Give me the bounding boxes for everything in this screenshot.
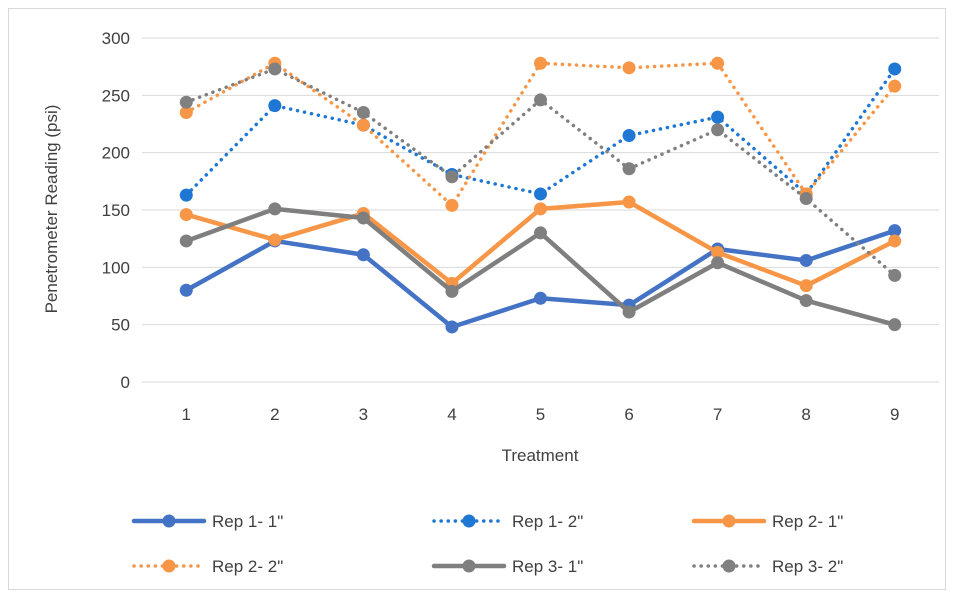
data-point bbox=[534, 291, 547, 305]
data-point bbox=[179, 95, 193, 109]
data-point bbox=[268, 62, 282, 76]
legend-label: Rep 1- 2" bbox=[512, 512, 583, 531]
data-point bbox=[799, 192, 813, 206]
data-point bbox=[534, 93, 547, 107]
data-point bbox=[268, 99, 282, 113]
legend-item: Rep 3- 2" bbox=[692, 557, 843, 576]
data-point bbox=[711, 123, 725, 137]
legend-item: Rep 1- 2" bbox=[432, 512, 583, 531]
x-tick-label: 1 bbox=[182, 405, 191, 424]
data-point bbox=[799, 279, 813, 293]
legend-label: Rep 2- 1" bbox=[772, 512, 843, 531]
data-point bbox=[888, 224, 902, 238]
line-chart: 0 50 100 150 200 250 300 1 2 3 4 5 6 7 8 9 Penetromete… bbox=[42, 29, 939, 576]
series-rep-3-1 bbox=[179, 202, 902, 332]
y-tick-label: 250 bbox=[102, 86, 130, 105]
data-point bbox=[356, 118, 370, 132]
legend-marker bbox=[462, 559, 476, 573]
series-rep-3-2 bbox=[179, 62, 902, 282]
data-point bbox=[888, 79, 902, 93]
x-axis-label: Treatment bbox=[502, 446, 579, 465]
x-tick-label: 8 bbox=[801, 405, 810, 424]
y-tick-label: 300 bbox=[102, 29, 130, 48]
legend-item: Rep 2- 2" bbox=[132, 557, 283, 576]
x-tick-label: 5 bbox=[536, 405, 545, 424]
data-point bbox=[356, 248, 370, 262]
x-tick-label: 3 bbox=[359, 405, 368, 424]
data-point bbox=[445, 198, 459, 212]
data-point bbox=[888, 318, 902, 332]
data-point bbox=[179, 208, 193, 222]
legend-label: Rep 1- 1" bbox=[212, 512, 283, 531]
chart-frame: 0 50 100 150 200 250 300 1 2 3 4 5 6 7 8 9 Penetromete… bbox=[8, 8, 946, 590]
data-point bbox=[268, 202, 282, 216]
data-point bbox=[179, 106, 193, 120]
legend-label: Rep 3- 1" bbox=[512, 557, 583, 576]
data-point bbox=[622, 195, 636, 209]
legend: Rep 1- 1" Rep 1- 2" Rep 2- 1" Rep 2- 2" Rep … bbox=[131, 512, 843, 576]
x-tick-label: 9 bbox=[890, 405, 899, 424]
data-point bbox=[445, 284, 459, 298]
data-point bbox=[534, 202, 547, 216]
data-point bbox=[534, 187, 547, 201]
data-point bbox=[179, 188, 193, 202]
series-line bbox=[184, 67, 897, 197]
data-point bbox=[711, 56, 725, 70]
legend-marker bbox=[462, 514, 476, 528]
data-point bbox=[711, 256, 725, 270]
data-point bbox=[799, 294, 813, 308]
data-point bbox=[888, 268, 902, 282]
data-point bbox=[888, 62, 902, 76]
x-tick-label: 7 bbox=[713, 405, 722, 424]
y-tick-label: 50 bbox=[111, 316, 130, 335]
y-axis-label: Penetrometer Reading (psi) bbox=[42, 105, 61, 314]
data-point bbox=[711, 110, 725, 124]
data-point bbox=[445, 170, 459, 184]
x-tick-label: 4 bbox=[447, 405, 456, 424]
y-tick-label: 200 bbox=[102, 144, 130, 163]
data-point bbox=[799, 253, 813, 267]
y-tick-label: 0 bbox=[121, 373, 130, 392]
data-point bbox=[534, 226, 547, 240]
x-axis-tick-labels: 1 2 3 4 5 6 7 8 9 bbox=[182, 405, 900, 424]
legend-item: Rep 2- 1" bbox=[691, 512, 843, 531]
data-point bbox=[445, 320, 459, 334]
x-tick-label: 6 bbox=[624, 405, 633, 424]
legend-item: Rep 3- 1" bbox=[431, 557, 583, 576]
data-point bbox=[268, 233, 282, 247]
y-tick-label: 100 bbox=[102, 258, 130, 277]
legend-label: Rep 2- 2" bbox=[212, 557, 283, 576]
data-point bbox=[534, 56, 547, 70]
legend-marker bbox=[162, 514, 176, 528]
data-point bbox=[622, 162, 636, 176]
legend-marker bbox=[162, 559, 176, 573]
legend-item: Rep 1- 1" bbox=[131, 512, 283, 531]
data-point bbox=[711, 245, 725, 259]
x-tick-label: 2 bbox=[270, 405, 279, 424]
series-layer bbox=[179, 56, 902, 334]
data-point bbox=[356, 106, 370, 120]
y-axis-tick-labels: 0 50 100 150 200 250 300 bbox=[102, 29, 130, 392]
data-point bbox=[622, 305, 636, 319]
data-point bbox=[622, 128, 636, 142]
series-rep-1-2 bbox=[179, 62, 902, 202]
data-point bbox=[179, 283, 193, 297]
legend-marker bbox=[722, 559, 736, 573]
y-tick-label: 150 bbox=[102, 201, 130, 220]
data-point bbox=[888, 234, 902, 248]
data-point bbox=[622, 61, 636, 75]
data-point bbox=[356, 211, 370, 225]
series-line bbox=[184, 206, 897, 327]
data-point bbox=[179, 234, 193, 248]
legend-marker bbox=[722, 514, 736, 528]
legend-label: Rep 3- 2" bbox=[772, 557, 843, 576]
